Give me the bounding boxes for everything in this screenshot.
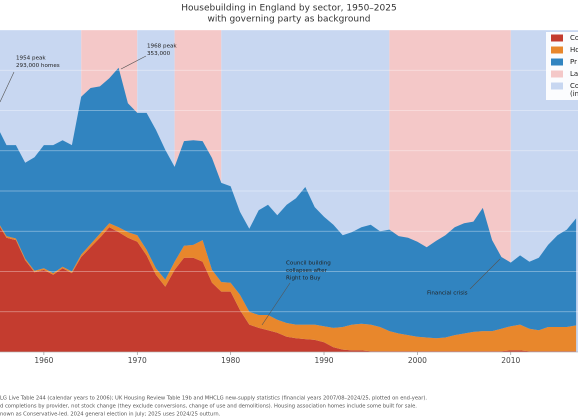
annotation: Financial crisis — [427, 291, 468, 297]
annotation: 353,000 — [147, 51, 171, 57]
annotation: 1954 peak — [16, 56, 46, 62]
chart-title: Housebuilding in England by sector, 1950… — [181, 4, 396, 14]
footnotes: LG Live Table 244 (calendar years to 200… — [0, 396, 427, 418]
annotation-pointer — [0, 71, 15, 103]
annotation: 293,000 homes — [16, 63, 60, 69]
area — [0, 223, 577, 352]
x-tick-label: 2000 — [408, 356, 427, 365]
legend-swatch — [551, 34, 563, 42]
x-axis: 1960 1970 1980 1990 2000 2010 — [0, 351, 578, 365]
x-tick-label: 1980 — [221, 356, 240, 365]
area — [0, 227, 577, 352]
x-tick-label: 1970 — [128, 356, 147, 365]
legend-label: Co — [570, 82, 578, 90]
annotation-pointer — [120, 55, 147, 70]
legend-label: Pr — [570, 58, 577, 66]
footnote: LG Live Table 244 (calendar years to 200… — [0, 396, 427, 402]
legend-swatch — [551, 58, 563, 66]
annotation: 1968 peak — [147, 44, 177, 50]
legend-note: (in — [570, 90, 578, 98]
legend-swatch — [551, 82, 563, 90]
annotation: Right to Buy — [286, 276, 321, 282]
legend-swatch — [551, 46, 563, 54]
x-tick-label: 1960 — [34, 356, 53, 365]
legend-label: Ho — [570, 46, 578, 54]
annotation: collapses after — [286, 268, 328, 274]
areas — [0, 67, 577, 352]
annotation-pointer — [469, 258, 501, 290]
legend-label: La — [570, 70, 578, 78]
area — [0, 67, 577, 339]
x-tick-label: 1990 — [314, 356, 333, 365]
footnote: nown as Conservative-led. 2024 general e… — [0, 412, 221, 418]
legend-label: Co — [570, 34, 578, 42]
x-tick-label: 2010 — [501, 356, 520, 365]
legend-swatch — [551, 70, 563, 78]
footnote: d completions by provider, not stock cha… — [0, 404, 417, 410]
annotation-pointer — [261, 282, 291, 326]
annotation: Council building — [286, 261, 331, 267]
chart-subtitle: with governing party as background — [207, 15, 370, 25]
